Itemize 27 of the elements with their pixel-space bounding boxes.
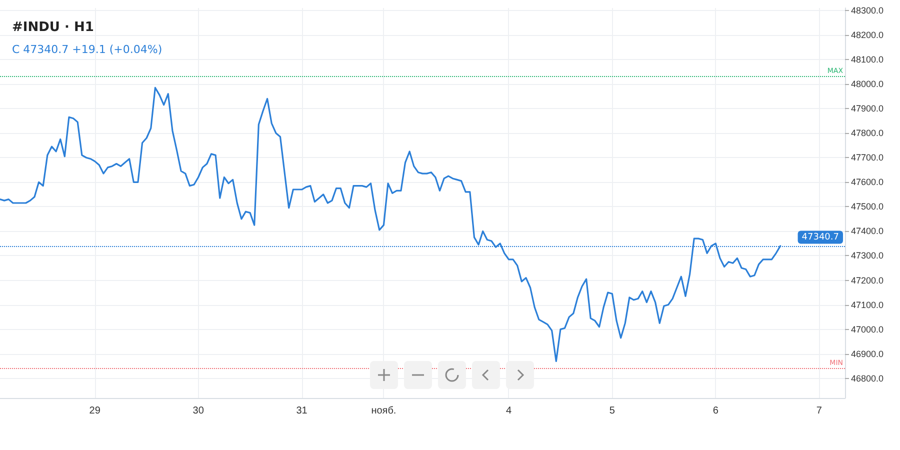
x-tick-label: 5: [609, 406, 616, 416]
text: #INDU · H1: [12, 20, 95, 35]
y-tick-label: 47900.0: [851, 104, 884, 114]
x-tick-label: 6: [712, 406, 719, 416]
y-tick-label: 48000.0: [851, 79, 884, 90]
x-tick-label: 31: [296, 406, 308, 416]
x-tick-label: нояб.: [371, 406, 396, 416]
x-tick-label: 4: [506, 406, 512, 416]
ref-line-label: 47340.7: [802, 232, 839, 242]
x-tick-label: 7: [816, 406, 822, 416]
text: C 47340.7 +19.1 (+0.04%): [12, 43, 162, 56]
y-tick-label: 47600.0: [851, 177, 884, 188]
y-tick-label: 47100.0: [851, 300, 884, 310]
y-tick-label: 47000.0: [851, 324, 884, 334]
y-tick-label: 47200.0: [851, 275, 884, 286]
y-tick-label: 48300.0: [851, 5, 884, 16]
y-tick-label: 46900.0: [851, 348, 884, 359]
x-tick-label: 30: [192, 406, 204, 416]
y-tick-label: 46800.0: [851, 373, 884, 384]
y-tick-label: 47700.0: [851, 152, 884, 163]
y-tick-label: 48200.0: [851, 30, 884, 40]
y-tick-label: 48100.0: [851, 54, 884, 65]
y-tick-label: 47400.0: [851, 226, 884, 236]
y-tick-label: 47300.0: [851, 250, 884, 261]
x-tick-label: 29: [89, 406, 101, 416]
y-tick-label: 47800.0: [851, 128, 884, 138]
y-tick-label: 47500.0: [851, 202, 884, 212]
